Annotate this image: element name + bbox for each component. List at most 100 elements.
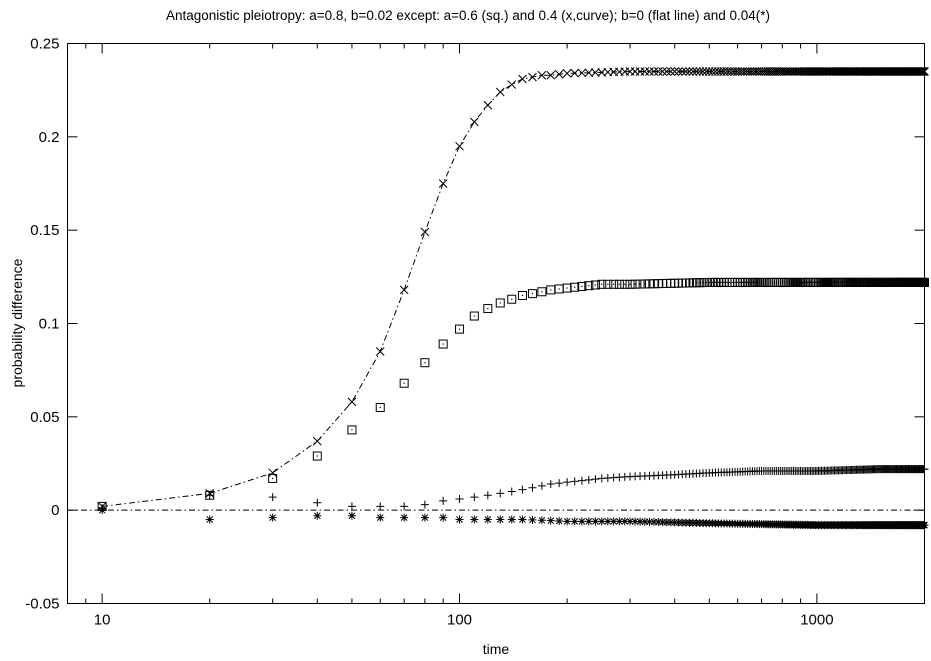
data-point-star [609,517,618,526]
data-point-square [554,284,564,294]
series-star [98,506,929,530]
data-point-x [653,67,663,76]
data-point-x [562,69,572,78]
data-point-plus [584,475,593,484]
x-tick-label: 10 [94,612,111,629]
data-point-star [537,516,546,525]
data-point-x [483,100,493,110]
data-point-plus [439,496,448,505]
data-point-plus [555,479,564,488]
data-point-x [495,87,505,97]
data-point-x [757,67,766,76]
data-point-x [666,67,676,76]
y-tick-label: 0.25 [30,36,59,53]
data-point-x [677,67,687,76]
x-axis-label: time [483,641,510,657]
data-point-square [268,473,278,483]
data-point-square [546,285,556,295]
data-point-square [537,287,547,297]
data-point-x [917,67,927,76]
data-point-plus [496,489,505,498]
data-point-x [375,347,385,356]
y-tick-label: -0.05 [25,596,59,613]
data-point-x [685,67,694,76]
data-point-square [347,425,357,435]
data-point-star [496,515,505,524]
data-point-star [636,517,645,526]
data-point-plus [507,487,516,496]
y-tick-label: 0.05 [30,409,59,426]
data-point-square [495,298,505,308]
data-point-x [681,67,691,76]
data-point-plus [920,465,929,474]
data-point-x [420,227,430,237]
data-point-x [674,67,683,76]
data-point-square [469,311,479,321]
data-point-plus [537,481,546,490]
data-point-plus [347,502,356,511]
data-point-plus [546,480,555,489]
data-point-x [537,70,547,80]
data-point-x [268,468,278,478]
data-point-x [670,67,680,76]
data-point-x [920,67,929,76]
data-point-plus [376,502,385,511]
data-point-star [570,517,579,526]
data-point-star [268,513,277,522]
data-point-star [649,517,658,526]
y-axis-label: probability difference [9,258,25,387]
y-tick-label: 0 [51,502,59,519]
data-point-star [420,513,429,522]
data-point-square [584,281,594,291]
data-point-square [590,280,600,290]
data-point-star [313,511,322,520]
data-point-star [620,517,629,526]
data-point-star [400,513,409,522]
data-point-x [528,72,537,82]
data-point-square [507,294,517,304]
data-point-x [554,69,564,79]
data-point-plus [518,485,527,494]
data-point-square [920,277,929,287]
data-point-x [455,141,464,151]
axis-ticks: 10 100 1000 -0.05 0 0.05 0.1 0.15 0.2 0.25 [25,36,925,629]
data-point-star [470,515,479,524]
data-point-square [625,279,635,289]
data-point-star [577,517,586,526]
data-point-star [626,517,635,526]
data-point-x [704,67,714,76]
data-point-star [645,517,654,526]
data-point-x [570,68,580,78]
data-point-x [649,67,659,76]
data-point-square [517,291,527,300]
data-point-plus [570,477,579,486]
data-point-plus [528,483,537,492]
data-point-x [662,67,672,76]
data-point-x [754,67,764,76]
data-point-x [312,436,322,446]
data-point-star [455,515,464,524]
data-point-square [562,283,572,293]
data-point-x [765,67,775,76]
y-tick-label: 0.2 [39,129,60,146]
data-point-x [917,67,926,76]
data-point-x [584,68,594,78]
data-point-plus [420,500,429,509]
data-point-plus [313,498,322,507]
data-point-plus [483,491,492,500]
chart-title: Antagonistic pleiotropy: a=0.8, b=0.02 e… [166,8,770,23]
data-point-star [347,511,356,520]
data-point-plus [455,494,464,503]
data-point-square [483,304,493,314]
data-point-star [376,513,385,522]
data-point-square [438,339,448,349]
data-point-x [918,67,928,76]
data-point-star [518,515,527,524]
data-point-x [591,68,600,77]
data-point-x [761,67,771,76]
data-point-star [483,515,492,524]
data-point-star [205,515,214,524]
data-point-star [555,517,564,526]
data-point-star [546,516,555,525]
